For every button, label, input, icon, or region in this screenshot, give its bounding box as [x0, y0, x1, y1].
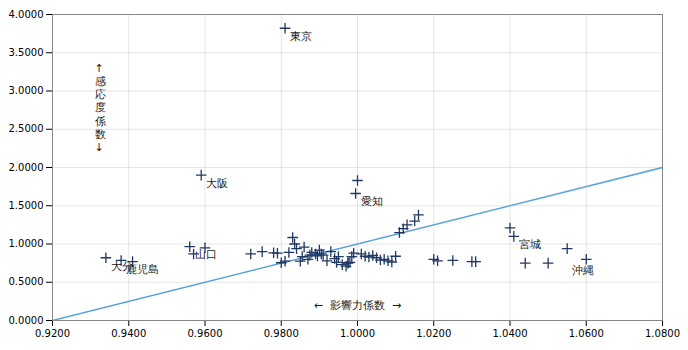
svg-text:1.0200: 1.0200 [416, 328, 451, 339]
svg-text:1.0000: 1.0000 [340, 328, 375, 339]
svg-text:0.9600: 0.9600 [188, 328, 223, 339]
svg-text:1.0600: 1.0600 [569, 328, 604, 339]
svg-text:1.0000: 1.0000 [9, 238, 44, 249]
svg-text:山口: 山口 [195, 248, 217, 261]
svg-text:2.5000: 2.5000 [9, 123, 44, 134]
svg-text:1.5000: 1.5000 [9, 200, 44, 211]
svg-text:2.0000: 2.0000 [9, 162, 44, 173]
svg-text:0.9400: 0.9400 [111, 328, 146, 339]
svg-text:0.9800: 0.9800 [264, 328, 299, 339]
svg-text:0.5000: 0.5000 [9, 276, 44, 287]
svg-text:愛知: 愛知 [361, 195, 383, 208]
svg-text:3.5000: 3.5000 [9, 47, 44, 58]
svg-text:← 影響力係数 →: ← 影響力係数 → [314, 299, 401, 312]
svg-text:鹿児島: 鹿児島 [126, 263, 159, 276]
svg-text:大分: 大分 [110, 259, 133, 273]
svg-text:宮城: 宮城 [519, 238, 541, 251]
svg-text:沖縄: 沖縄 [572, 264, 594, 277]
svg-text:1.0800: 1.0800 [645, 328, 680, 339]
svg-text:東京: 東京 [290, 30, 312, 43]
svg-text:4.0000: 4.0000 [9, 9, 44, 20]
svg-text:↑感応度係数↓: ↑感応度係数↓ [95, 62, 106, 154]
svg-text:1.0400: 1.0400 [493, 328, 528, 339]
svg-text:大阪: 大阪 [206, 177, 228, 190]
svg-text:0.0000: 0.0000 [9, 315, 44, 326]
svg-text:0.9200: 0.9200 [35, 328, 70, 339]
svg-text:3.0000: 3.0000 [9, 85, 44, 96]
